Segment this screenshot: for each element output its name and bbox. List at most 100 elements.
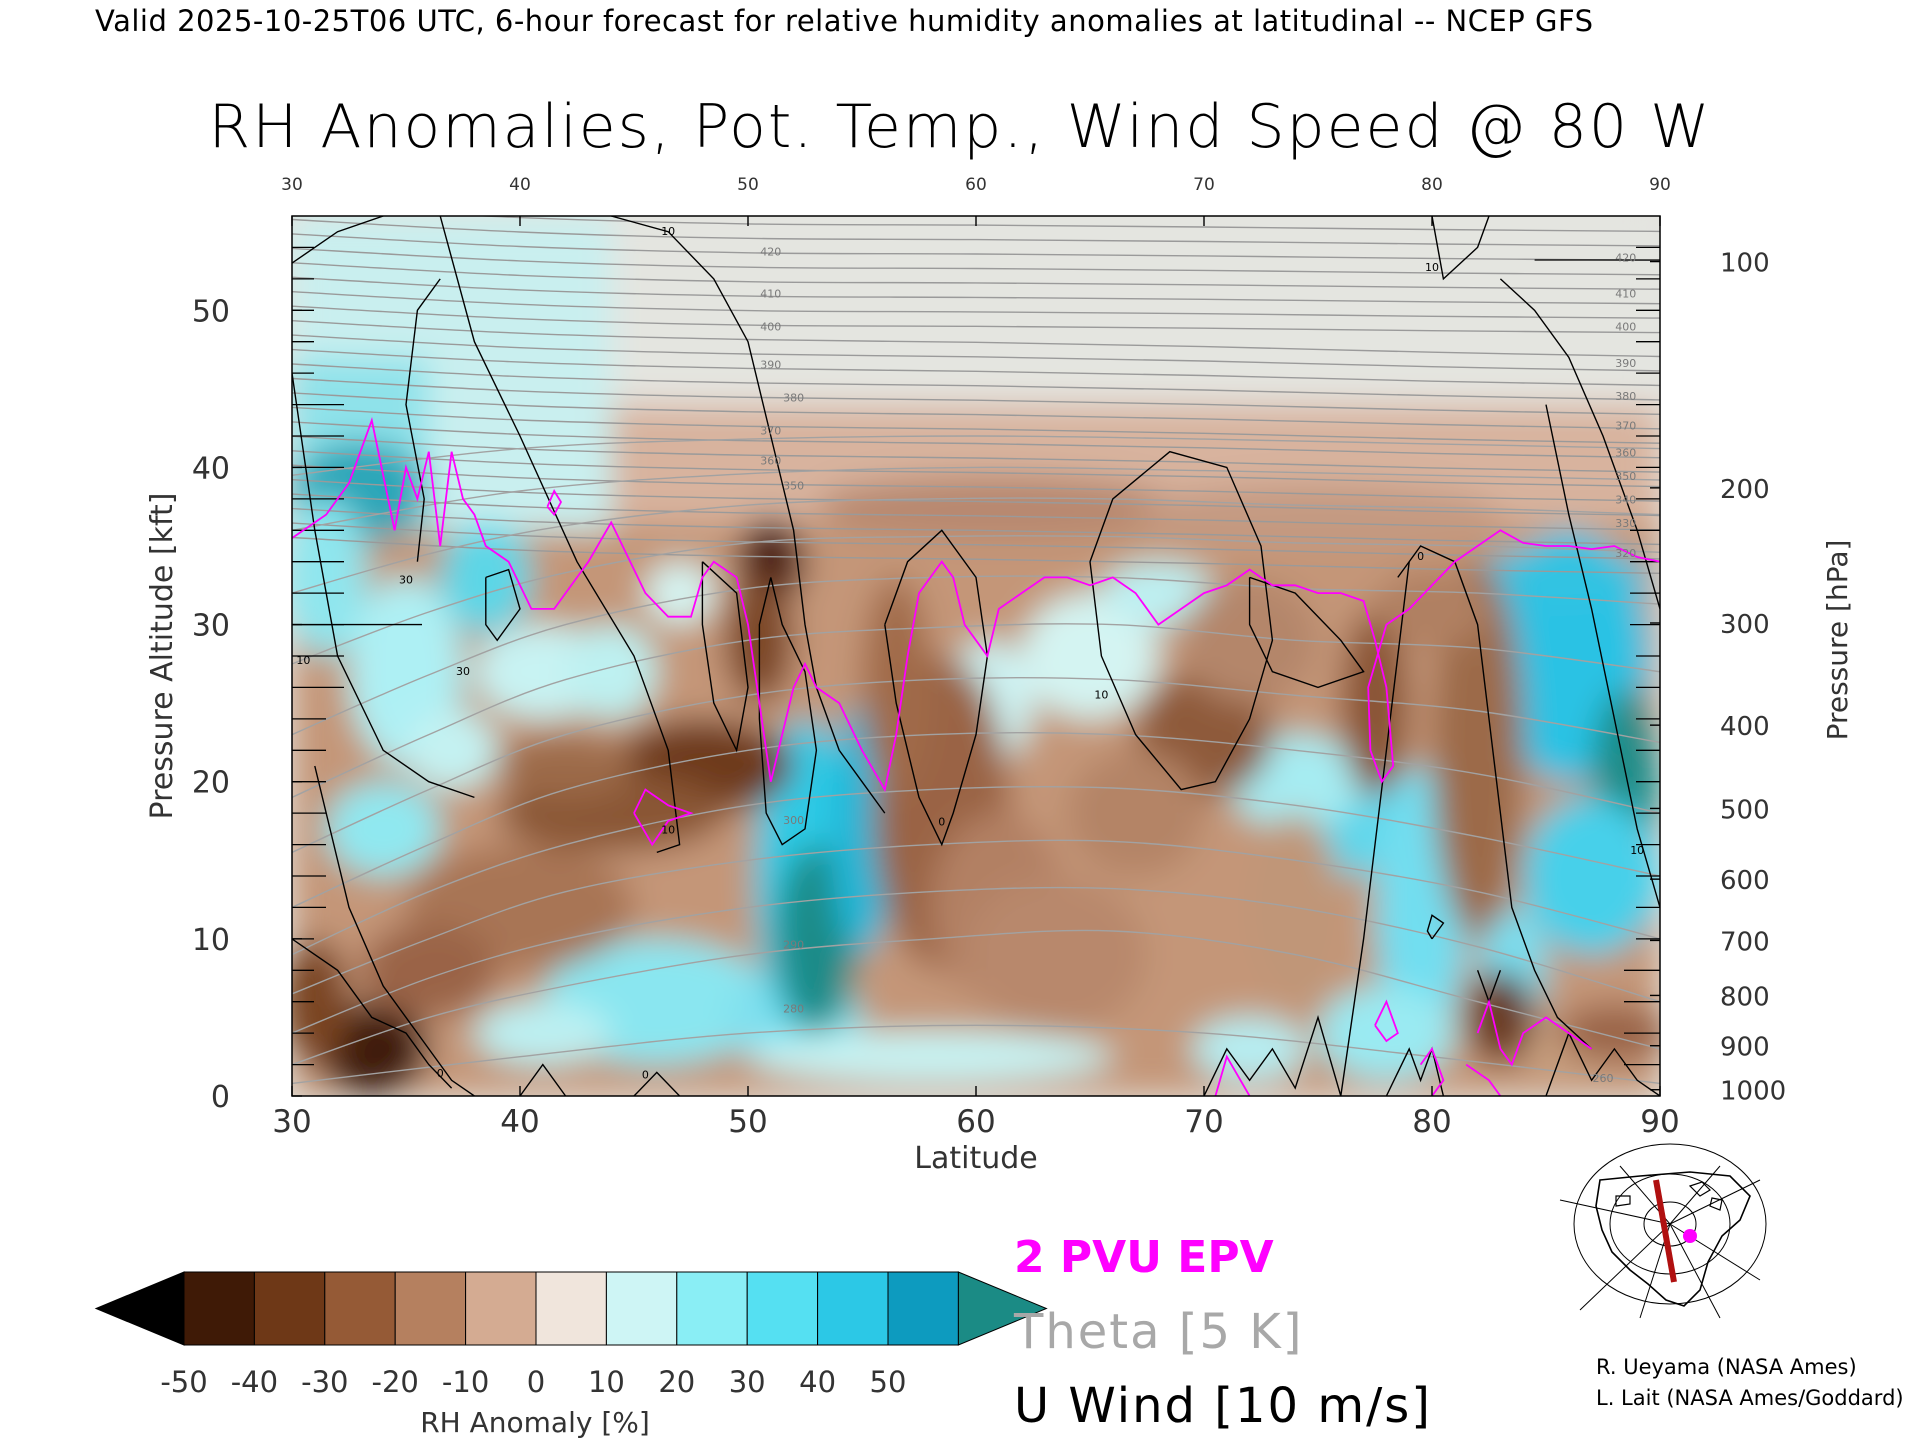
wind-label: 30 bbox=[399, 574, 413, 587]
y-tick-label: 40 bbox=[192, 451, 230, 486]
theta-label: 410 bbox=[760, 288, 781, 301]
wind-contour bbox=[633, 1071, 681, 1096]
theta-contour bbox=[292, 233, 1660, 261]
field-blob bbox=[748, 1031, 1113, 1082]
colorbar-tick-label: 10 bbox=[588, 1365, 625, 1399]
theta-label: 260 bbox=[1593, 1072, 1614, 1085]
theta-contour bbox=[292, 479, 1660, 517]
field-blob bbox=[1135, 483, 1501, 546]
theta-contour bbox=[292, 535, 1660, 665]
theta-label: 390 bbox=[1615, 357, 1636, 370]
epv-contour bbox=[1465, 1063, 1502, 1096]
theta-label: 340 bbox=[1615, 494, 1636, 507]
credit-line-2: L. Lait (NASA Ames/Goddard) bbox=[1596, 1386, 1904, 1410]
epv-contour bbox=[546, 489, 563, 517]
wind-contour bbox=[1545, 404, 1660, 908]
wind-contour bbox=[1397, 545, 1593, 1050]
wind-contour bbox=[1340, 561, 1410, 1096]
field-blob bbox=[1523, 797, 1660, 955]
credit-line-1: R. Ueyama (NASA Ames) bbox=[1596, 1355, 1857, 1379]
field-blob bbox=[360, 923, 498, 1018]
theta-contour bbox=[292, 886, 1660, 1034]
wind-label: 0 bbox=[1417, 550, 1424, 563]
credits: R. Ueyama (NASA Ames) L. Lait (NASA Ames… bbox=[1596, 1352, 1904, 1414]
theta-contour bbox=[292, 348, 1660, 387]
theta-label: 360 bbox=[760, 454, 781, 467]
colorbar-tick-label: 40 bbox=[799, 1365, 836, 1399]
theta-contour bbox=[292, 731, 1660, 909]
legend-theta: Theta [5 K] bbox=[1013, 1304, 1304, 1360]
colorbar-tick-label: -20 bbox=[372, 1365, 419, 1399]
wind-label: 10 bbox=[661, 824, 675, 837]
theta-label: 350 bbox=[783, 479, 804, 492]
theta-contour bbox=[292, 493, 1660, 531]
x-tick-label: 90 bbox=[1640, 1104, 1679, 1140]
colorbar-tick-label: 30 bbox=[729, 1365, 766, 1399]
theta-label: 320 bbox=[1615, 547, 1636, 560]
location-map-inset bbox=[1559, 1143, 1767, 1319]
field-blob bbox=[292, 938, 349, 1065]
y-tick-label: 10 bbox=[192, 923, 230, 958]
epv-contour bbox=[633, 788, 694, 847]
colorbar-tick-label: 50 bbox=[870, 1365, 907, 1399]
colorbar-cell bbox=[465, 1271, 537, 1346]
wind-contour bbox=[292, 938, 453, 1089]
colorbar-cell bbox=[605, 1271, 678, 1346]
wind-label: 10 bbox=[296, 654, 310, 667]
wind-label: 0 bbox=[642, 1069, 649, 1082]
wind-contour bbox=[405, 278, 441, 562]
theta-contour bbox=[292, 623, 1660, 799]
field-blob bbox=[1466, 549, 1649, 606]
theta-label: 280 bbox=[783, 1003, 804, 1016]
theta-contour bbox=[292, 839, 1660, 995]
theta-contour bbox=[292, 305, 1660, 334]
theta-label: 410 bbox=[1615, 288, 1636, 301]
colorbar-tick-label: 20 bbox=[658, 1365, 695, 1399]
theta-contour bbox=[292, 276, 1660, 305]
theta-contour bbox=[292, 785, 1660, 956]
x-tick-label: 80 bbox=[1412, 1104, 1451, 1140]
field-blob bbox=[565, 624, 657, 719]
epv-contour bbox=[1476, 998, 1593, 1067]
colorbar-cell bbox=[183, 1271, 255, 1346]
epv-contour bbox=[1419, 1046, 1445, 1096]
chart-title: RH Anomalies, Pot. Temp., Wind Speed @ 8… bbox=[208, 92, 1712, 162]
field-blob bbox=[1375, 569, 1489, 649]
y-axis-label: Pressure Altitude [kft] bbox=[145, 493, 180, 820]
axes: 3030404050506060707080809090010203040501… bbox=[192, 175, 1786, 1140]
colorbar-arrow-high bbox=[957, 1271, 1048, 1346]
x-tick-label-top: 90 bbox=[1649, 175, 1671, 195]
contour-legend: 2 PVU EPV Theta [5 K] U Wind [10 m/s] bbox=[1013, 1232, 1432, 1434]
wind-contour bbox=[1089, 450, 1274, 791]
wind-label: 10 bbox=[1094, 688, 1108, 701]
x-tick-label: 70 bbox=[1184, 1104, 1223, 1140]
theta-label: 350 bbox=[1615, 470, 1636, 483]
colorbar-tick-label: -40 bbox=[231, 1365, 278, 1399]
theta-contour bbox=[292, 435, 1660, 476]
theta-contour bbox=[292, 507, 1660, 546]
forecast-header: Valid 2025-10-25T06 UTC, 6-hour forecast… bbox=[95, 4, 1594, 38]
theta-label: 420 bbox=[1615, 252, 1636, 265]
wind-contour bbox=[884, 529, 989, 847]
epv-contour bbox=[1214, 1054, 1251, 1096]
pressure-tick-label: 300 bbox=[1720, 610, 1770, 640]
legend-wind: U Wind [10 m/s] bbox=[1014, 1378, 1432, 1434]
theta-label: 380 bbox=[1615, 390, 1636, 403]
theta-contour bbox=[292, 392, 1660, 430]
pressure-tick-label: 200 bbox=[1720, 475, 1770, 505]
pressure-tick-label: 600 bbox=[1720, 866, 1770, 896]
x-tick-label: 60 bbox=[956, 1104, 995, 1140]
wind-contour bbox=[292, 372, 475, 799]
theta-contour bbox=[292, 363, 1660, 401]
pressure-tick-label: 900 bbox=[1720, 1033, 1770, 1063]
theta-contour bbox=[292, 218, 1660, 247]
field-blob bbox=[1192, 1017, 1307, 1081]
field-blob bbox=[964, 876, 1147, 1034]
rh-anomaly-field bbox=[292, 216, 1660, 1096]
y-tick-label: 0 bbox=[211, 1080, 230, 1115]
plot-area: 4204104003903803703603503002902804204104… bbox=[291, 215, 1661, 1097]
y-tick-label: 20 bbox=[192, 766, 230, 801]
x-tick-label: 50 bbox=[728, 1104, 767, 1140]
pressure-tick-label: 1000 bbox=[1720, 1077, 1786, 1107]
